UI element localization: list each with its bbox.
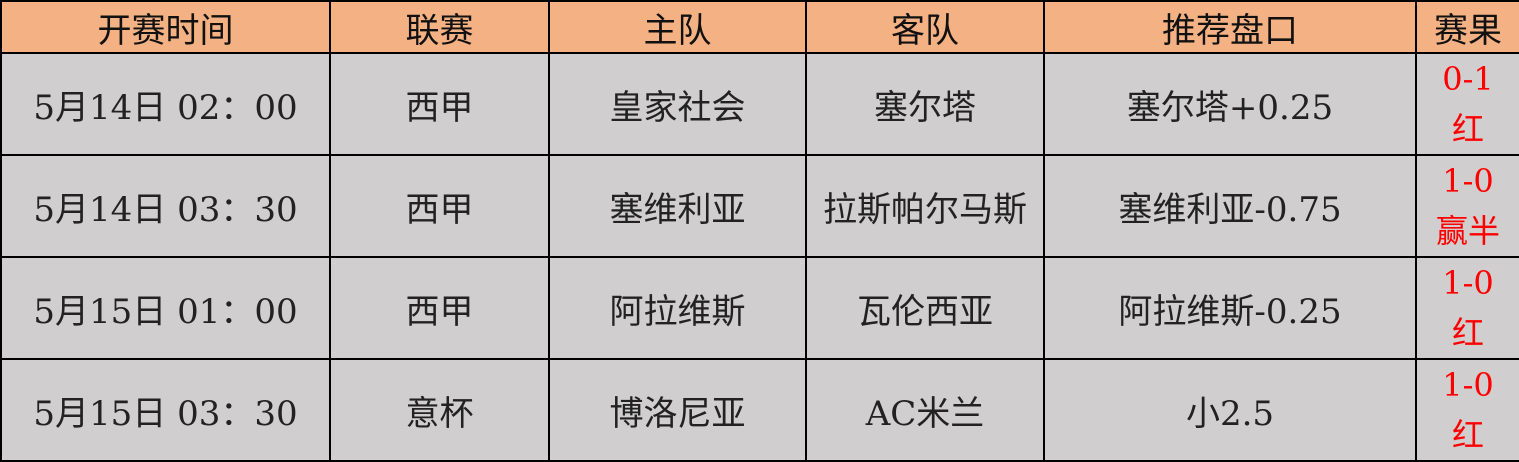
cell-pick: 小2.5: [1043, 358, 1417, 462]
cell-result: 1-0 赢半: [1415, 154, 1519, 258]
cell-home-team: 博洛尼亚: [548, 358, 807, 462]
cell-pick: 塞维利亚-0.75: [1043, 154, 1417, 258]
cell-pick: 塞尔塔+0.25: [1043, 52, 1417, 156]
result-score: 1-0: [1442, 162, 1494, 200]
cell-home-team: 皇家社会: [548, 52, 807, 156]
cell-result: 1-0 红: [1415, 256, 1519, 360]
cell-result: 1-0 红: [1415, 358, 1519, 462]
table-row: 5月15日 03：30 意杯 博洛尼亚 AC米兰 小2.5 1-0 红: [0, 358, 1519, 462]
table-row: 5月14日 03：30 西甲 塞维利亚 拉斯帕尔马斯 塞维利亚-0.75 1-0 赢半: [0, 154, 1519, 258]
cell-home-team: 塞维利亚: [548, 154, 807, 258]
cell-league: 西甲: [329, 52, 550, 156]
result-score: 1-0: [1442, 264, 1494, 302]
cell-time: 5月14日 03：30: [0, 154, 331, 258]
result-outcome: 红: [1451, 110, 1484, 148]
cell-league: 西甲: [329, 256, 550, 360]
cell-away-team: 瓦伦西亚: [805, 256, 1045, 360]
cell-away-team: 塞尔塔: [805, 52, 1045, 156]
result-score: 1-0: [1442, 366, 1494, 404]
cell-result: 0-1 红: [1415, 52, 1519, 156]
cell-pick: 阿拉维斯-0.25: [1043, 256, 1417, 360]
cell-away-team: AC米兰: [805, 358, 1045, 462]
header-away: 客队: [805, 0, 1045, 54]
header-time: 开赛时间: [0, 0, 331, 54]
result-outcome: 红: [1451, 416, 1484, 454]
table-row: 5月14日 02：00 西甲 皇家社会 塞尔塔 塞尔塔+0.25 0-1 红: [0, 52, 1519, 156]
table-row: 5月15日 01：00 西甲 阿拉维斯 瓦伦西亚 阿拉维斯-0.25 1-0 红: [0, 256, 1519, 360]
cell-time: 5月15日 03：30: [0, 358, 331, 462]
cell-league: 西甲: [329, 154, 550, 258]
cell-away-team: 拉斯帕尔马斯: [805, 154, 1045, 258]
result-outcome: 赢半: [1435, 212, 1500, 250]
cell-league: 意杯: [329, 358, 550, 462]
cell-time: 5月15日 01：00: [0, 256, 331, 360]
cell-home-team: 阿拉维斯: [548, 256, 807, 360]
header-league: 联赛: [329, 0, 550, 54]
header-home: 主队: [548, 0, 807, 54]
result-score: 0-1: [1442, 60, 1494, 98]
result-outcome: 红: [1451, 314, 1484, 352]
header-pick: 推荐盘口: [1043, 0, 1417, 54]
header-row: 开赛时间 联赛 主队 客队 推荐盘口 赛果: [0, 0, 1519, 54]
cell-time: 5月14日 02：00: [0, 52, 331, 156]
header-result: 赛果: [1415, 0, 1519, 54]
